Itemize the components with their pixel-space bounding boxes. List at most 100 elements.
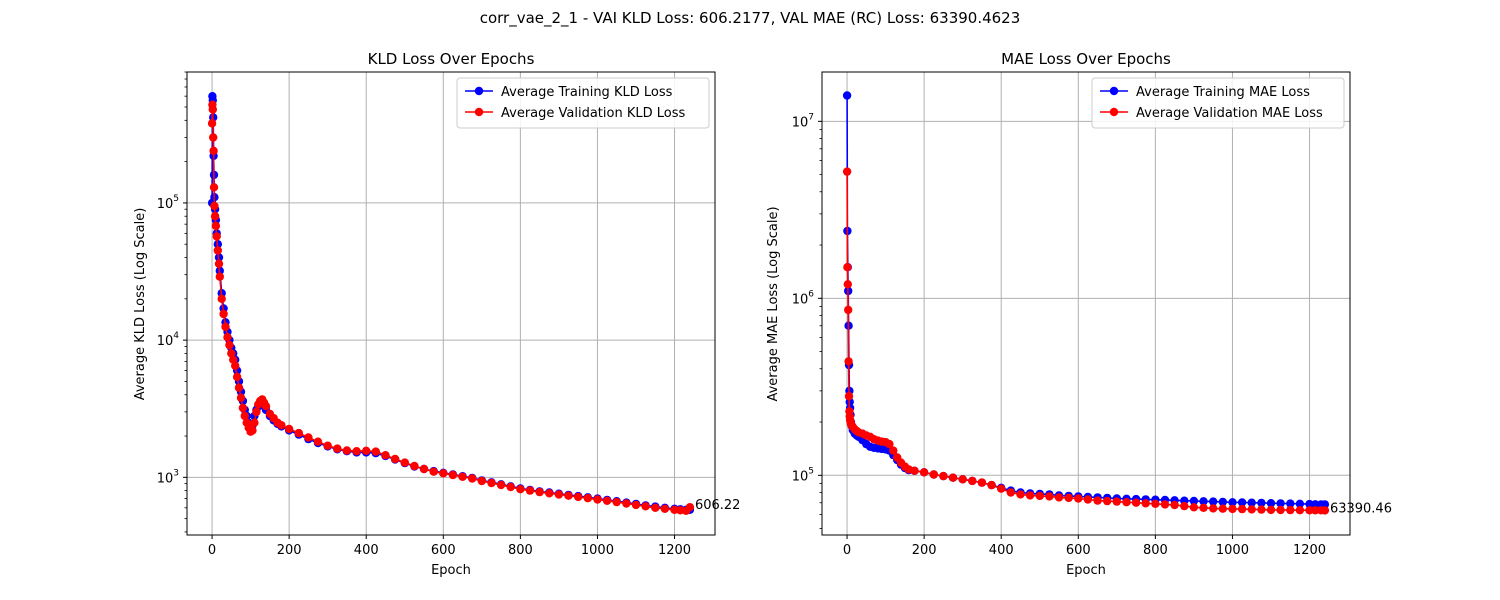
x-tick-label: 1000	[581, 543, 614, 558]
data-point	[215, 272, 224, 281]
data-point	[631, 500, 641, 510]
data-point	[1286, 505, 1295, 515]
data-point	[342, 446, 352, 455]
x-axis-label: Epoch	[1066, 563, 1106, 578]
data-point	[217, 294, 226, 303]
final-value-annotation: 63390.46	[1330, 501, 1392, 516]
data-point	[209, 146, 218, 155]
data-point	[844, 392, 854, 401]
data-point	[313, 437, 323, 446]
data-point	[844, 305, 853, 315]
data-point	[1035, 491, 1045, 501]
data-point	[1218, 497, 1228, 507]
legend-marker	[474, 86, 484, 96]
data-point	[842, 91, 852, 100]
data-point	[210, 201, 219, 211]
data-point	[1199, 497, 1208, 506]
data-point	[207, 119, 217, 128]
chart-title: MAE Loss Over Epochs	[1001, 50, 1171, 68]
data-point	[1189, 503, 1199, 512]
data-point	[1131, 498, 1141, 507]
x-tick-label: 600	[431, 543, 456, 558]
data-point	[641, 502, 650, 511]
data-point	[219, 309, 228, 319]
data-point	[1311, 500, 1320, 509]
data-point	[240, 411, 249, 421]
data-point	[843, 263, 852, 272]
data-point	[1151, 499, 1160, 508]
data-point	[381, 451, 390, 460]
data-point	[225, 340, 234, 350]
mae-loss-chart: MAE Loss Over Epochs Epoch Average MAE L…	[766, 50, 1392, 578]
data-point	[1311, 506, 1320, 515]
data-point	[583, 494, 592, 503]
data-point	[1266, 499, 1276, 508]
x-tick-label: 1000	[1216, 543, 1249, 558]
data-point	[1286, 499, 1295, 508]
data-point	[458, 472, 467, 481]
y-axis-label: Average MAE Loss (Log Scale)	[766, 206, 781, 401]
x-tick-label: 800	[1143, 543, 1168, 558]
data-point	[214, 259, 224, 268]
data-point	[1122, 498, 1131, 507]
data-point	[843, 280, 852, 289]
data-point	[1112, 497, 1122, 506]
data-point	[968, 476, 977, 486]
data-point	[277, 421, 286, 430]
data-point	[506, 482, 515, 492]
data-point	[1160, 500, 1170, 509]
data-point	[564, 491, 573, 500]
data-point	[1305, 506, 1314, 515]
data-point	[1257, 498, 1266, 508]
data-point	[1209, 504, 1218, 513]
y-tick-label: 103	[157, 468, 179, 486]
legend	[1091, 77, 1345, 129]
data-point	[1103, 496, 1112, 506]
data-point	[1237, 498, 1247, 507]
data-point	[487, 478, 496, 488]
x-tick-label: 600	[1066, 543, 1091, 558]
legend-label: Average Validation MAE Loss	[1136, 106, 1323, 121]
figure-title: corr_vae_2_1 - VAI KLD Loss: 606.2177, V…	[480, 9, 1021, 28]
data-point	[1054, 493, 1064, 502]
chart-title: KLD Loss Over Epochs	[368, 50, 535, 68]
data-point	[400, 458, 409, 467]
data-point	[929, 470, 938, 479]
data-point	[1247, 505, 1256, 514]
data-point	[987, 480, 996, 490]
x-tick-label: 0	[208, 543, 216, 558]
data-point	[1141, 499, 1150, 508]
data-point	[1189, 496, 1199, 506]
data-point	[516, 485, 525, 494]
data-point	[352, 447, 361, 456]
data-point	[889, 446, 898, 455]
data-point	[448, 470, 458, 480]
data-point	[252, 407, 261, 417]
data-point	[496, 480, 506, 490]
data-point	[323, 441, 332, 450]
data-point	[885, 439, 894, 449]
data-point	[212, 232, 221, 241]
x-tick-label: 1200	[1293, 543, 1326, 558]
y-tick-label: 106	[792, 289, 815, 307]
data-point	[209, 183, 219, 192]
data-point	[1320, 506, 1330, 515]
x-tick-label: 400	[354, 543, 379, 558]
data-point	[1276, 505, 1285, 515]
data-point	[1064, 493, 1073, 503]
data-point	[477, 476, 486, 486]
data-point	[1257, 505, 1266, 514]
data-point	[1295, 506, 1305, 515]
kld-loss-chart: KLD Loss Over Epochs Epoch Average KLD L…	[133, 50, 740, 578]
data-point	[535, 487, 544, 497]
data-point	[362, 446, 371, 455]
data-point	[1209, 497, 1218, 506]
data-point	[919, 468, 929, 477]
x-tick-label: 400	[989, 543, 1014, 558]
legend-marker	[1109, 86, 1119, 96]
data-point	[910, 466, 919, 475]
data-point	[208, 105, 217, 114]
x-tick-label: 200	[912, 543, 937, 558]
data-point	[231, 361, 240, 370]
data-point	[545, 489, 554, 498]
